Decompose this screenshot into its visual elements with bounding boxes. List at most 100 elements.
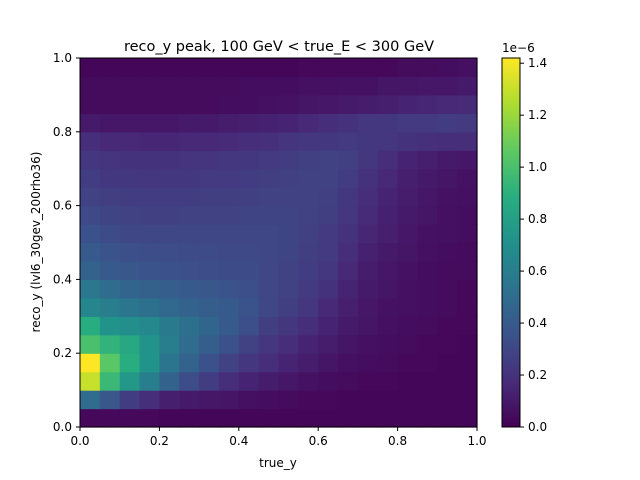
heatmap-cell bbox=[437, 113, 458, 133]
heatmap-cell bbox=[338, 168, 359, 188]
heatmap-cell bbox=[119, 260, 141, 280]
heatmap-cell bbox=[338, 131, 359, 151]
heatmap-cell bbox=[139, 187, 160, 207]
heatmap-cell bbox=[119, 187, 141, 207]
heatmap-cell bbox=[457, 408, 478, 428]
heatmap-cell bbox=[457, 353, 478, 373]
heatmap-cell bbox=[139, 242, 160, 262]
heatmap-cell bbox=[80, 297, 101, 317]
heatmap-cell bbox=[80, 58, 101, 78]
heatmap-cell bbox=[80, 131, 101, 151]
heatmap-cell bbox=[238, 353, 260, 373]
heatmap-cell bbox=[99, 205, 121, 225]
heatmap-cell bbox=[377, 334, 399, 354]
heatmap-cell bbox=[357, 353, 379, 373]
heatmap-cell bbox=[417, 242, 438, 262]
heatmap-cell bbox=[139, 94, 160, 114]
heatmap-cell bbox=[159, 187, 180, 207]
heatmap-cell bbox=[318, 150, 339, 170]
heatmap-cell bbox=[357, 242, 379, 262]
heatmap-cell bbox=[298, 297, 319, 317]
heatmap-cell bbox=[179, 390, 200, 410]
heatmap-cell bbox=[298, 279, 319, 299]
heatmap-cell bbox=[298, 58, 319, 78]
heatmap-cell bbox=[417, 390, 438, 410]
heatmap-cell bbox=[80, 94, 101, 114]
heatmap-cell bbox=[397, 131, 419, 151]
heatmap-cell bbox=[417, 297, 438, 317]
heatmap-cell bbox=[377, 224, 399, 244]
heatmap-cell bbox=[278, 334, 299, 354]
heatmap-cell bbox=[199, 316, 220, 336]
heatmap-cell bbox=[238, 131, 260, 151]
heatmap-cell bbox=[179, 297, 200, 317]
heatmap-cell bbox=[199, 353, 220, 373]
y-tick-label: 0.6 bbox=[53, 199, 72, 213]
heatmap-cell bbox=[437, 224, 458, 244]
heatmap-cell bbox=[298, 94, 319, 114]
plot-frame bbox=[79, 57, 478, 428]
heatmap-cell bbox=[338, 316, 359, 336]
heatmap-cell bbox=[357, 76, 379, 96]
heatmap-cell bbox=[417, 279, 438, 299]
heatmap-cell bbox=[278, 242, 299, 262]
heatmap-cell bbox=[318, 224, 339, 244]
heatmap-cell bbox=[218, 279, 240, 299]
heatmap-cell bbox=[258, 224, 280, 244]
heatmap-cell bbox=[298, 260, 319, 280]
heatmap-cell bbox=[179, 279, 200, 299]
heatmap-cell bbox=[397, 353, 419, 373]
heatmap-cell bbox=[179, 58, 200, 78]
heatmap-cell bbox=[99, 408, 121, 428]
heatmap-cell bbox=[139, 205, 160, 225]
heatmap-cell bbox=[318, 94, 339, 114]
colorbar-exponent: 1e−6 bbox=[502, 41, 535, 55]
heatmap-cell bbox=[357, 408, 379, 428]
heatmap-cell bbox=[278, 260, 299, 280]
heatmap-cell bbox=[377, 408, 399, 428]
heatmap-cell bbox=[199, 76, 220, 96]
heatmap-cell bbox=[139, 168, 160, 188]
heatmap-cell bbox=[258, 353, 280, 373]
heatmap-cell bbox=[278, 408, 299, 428]
heatmap-cell bbox=[437, 187, 458, 207]
heatmap-cell bbox=[278, 187, 299, 207]
heatmap-cell bbox=[417, 353, 438, 373]
heatmap-cell bbox=[318, 113, 339, 133]
heatmap-cell bbox=[159, 297, 180, 317]
heatmap-cell bbox=[179, 113, 200, 133]
heatmap-cell bbox=[457, 168, 478, 188]
colorbar-tick-label: 0.8 bbox=[528, 212, 547, 226]
heatmap-cell bbox=[357, 297, 379, 317]
heatmap-cell bbox=[199, 150, 220, 170]
heatmap-cell bbox=[357, 260, 379, 280]
heatmap-cell bbox=[377, 187, 399, 207]
heatmap-cell bbox=[338, 334, 359, 354]
heatmap-cell bbox=[139, 297, 160, 317]
heatmap-cell bbox=[278, 150, 299, 170]
heatmap-cell bbox=[437, 242, 458, 262]
heatmap-cell bbox=[278, 224, 299, 244]
heatmap-cell bbox=[338, 260, 359, 280]
heatmap-cell bbox=[397, 279, 419, 299]
heatmap-cell bbox=[377, 353, 399, 373]
heatmap-cell bbox=[238, 334, 260, 354]
heatmap-cell bbox=[318, 408, 339, 428]
heatmap-cell bbox=[99, 187, 121, 207]
y-tick-label: 1.0 bbox=[53, 51, 72, 65]
heatmap-cell bbox=[357, 113, 379, 133]
heatmap-cell bbox=[338, 353, 359, 373]
chart-title: reco_y peak, 100 GeV < true_E < 300 GeV bbox=[124, 39, 434, 55]
heatmap-cell bbox=[457, 113, 478, 133]
heatmap-cell bbox=[159, 58, 180, 78]
heatmap-cell bbox=[179, 242, 200, 262]
heatmap-cell bbox=[258, 334, 280, 354]
heatmap-cell bbox=[159, 131, 180, 151]
heatmap-cell bbox=[238, 242, 260, 262]
heatmap-cell bbox=[377, 390, 399, 410]
heatmap-cell bbox=[318, 316, 339, 336]
heatmap-cell bbox=[298, 76, 319, 96]
heatmap-cell bbox=[159, 279, 180, 299]
heatmap-cell bbox=[437, 205, 458, 225]
heatmap-cell bbox=[457, 279, 478, 299]
